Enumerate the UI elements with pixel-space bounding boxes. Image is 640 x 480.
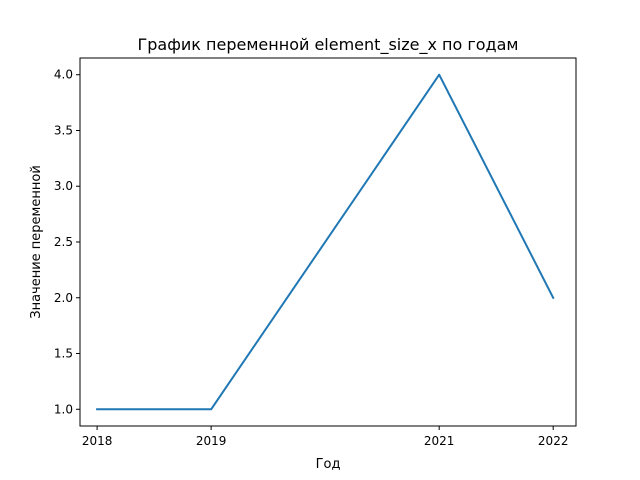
x-axis-label: Год (316, 457, 341, 472)
series-line (96, 73, 555, 411)
y-tick-label: 1.0 (54, 402, 73, 416)
axes-frame (79, 57, 577, 427)
y-axis-label: Значение переменной (29, 165, 44, 319)
x-tick-label: 2019 (196, 434, 227, 448)
y-tick-label: 2.0 (54, 291, 73, 305)
plot-area: 1.0 1.5 2.0 2.5 3.0 3.5 4.0 2018 2019 2021 2022 (54, 57, 577, 448)
y-tick-label: 1.5 (54, 347, 73, 361)
x-tick-label: 2018 (82, 434, 113, 448)
y-tick-label: 4.0 (54, 68, 73, 82)
y-tick-label: 3.0 (54, 179, 73, 193)
x-tick-label: 2021 (424, 434, 455, 448)
y-tick-label: 3.5 (54, 123, 73, 137)
x-tick-label: 2022 (538, 434, 569, 448)
chart-title: График переменной element_size_x по года… (138, 35, 519, 55)
y-tick-label: 2.5 (54, 235, 73, 249)
